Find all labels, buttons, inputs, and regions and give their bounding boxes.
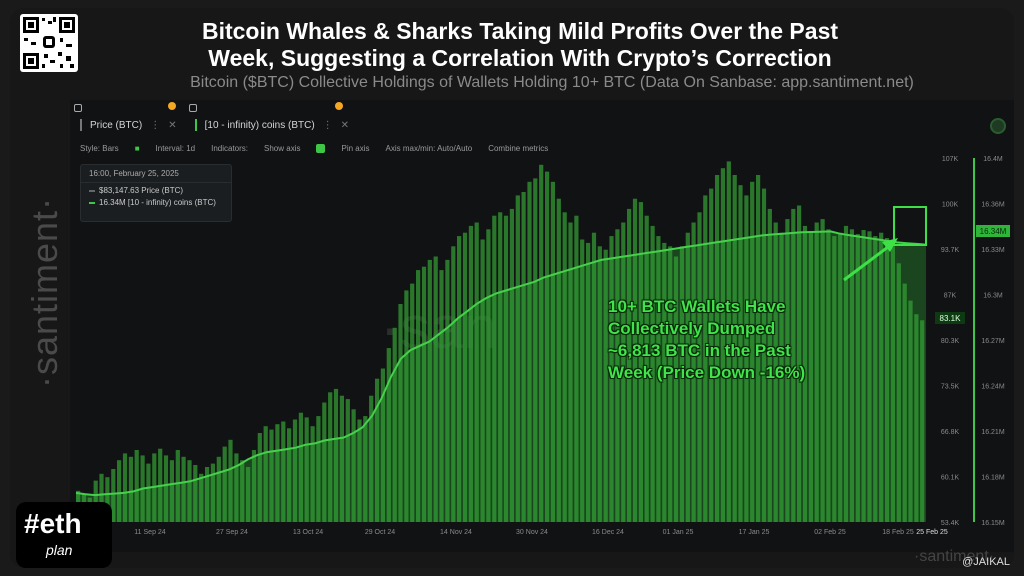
title-line-2: Week, Suggesting a Correlation With Cryp… — [208, 45, 832, 71]
more-vertical-icon[interactable]: ⋮ — [322, 119, 333, 131]
metric-tabs: Price (BTC) ⋮ ✕ [10 - infinity) coins (B… — [74, 102, 350, 138]
show-axis-checkbox[interactable] — [316, 144, 326, 153]
price-series-swatch — [80, 119, 82, 131]
ethplan-logo: #eth plan — [16, 502, 112, 568]
chart-subtitle: Bitcoin ($BTC) Collective Holdings of Wa… — [190, 74, 914, 91]
holdings-series-swatch — [194, 119, 197, 131]
main-frame: Bitcoin Whales & Sharks Taking Mild Prof… — [10, 8, 1014, 568]
metric-tab-price[interactable]: Price (BTC) ⋮ ✕ — [74, 102, 177, 138]
annotation-text: 10+ BTC Wallets Have Collectively Dumped… — [608, 296, 908, 384]
title-line-1: Bitcoin Whales & Sharks Taking Mild Prof… — [201, 18, 839, 44]
tooltip-price-swatch — [89, 189, 95, 192]
interval-selector[interactable]: Interval: 1d — [155, 144, 196, 153]
logo-line-1: #eth — [24, 508, 82, 539]
chart-toolbar: Style: Bars ■ Interval: 1d Indicators: S… — [80, 144, 548, 153]
close-icon[interactable]: ✕ — [340, 119, 350, 131]
indicators-selector[interactable]: Indicators: — [211, 144, 249, 153]
pin-axis-toggle[interactable]: Pin axis — [341, 144, 370, 153]
settings-dot-icon[interactable] — [990, 118, 1006, 134]
annotation-line-3: ~6,813 BTC in the Past — [608, 341, 791, 360]
qr-code-icon — [23, 17, 75, 69]
tooltip-date: 16:00, February 25, 2025 — [81, 165, 231, 183]
metric-tab-price-label: Price (BTC) — [90, 119, 143, 131]
santiment-side-watermark: ·santiment· — [24, 196, 65, 388]
chart-title: Bitcoin Whales & Sharks Taking Mild Prof… — [130, 18, 910, 72]
metric-tab-holdings-label: [10 - infinity) coins (BTC) — [204, 119, 315, 131]
close-icon[interactable]: ✕ — [168, 119, 177, 131]
bitcoin-badge-icon — [334, 102, 343, 110]
annotation-line-4: Week (Price Down -16%) — [608, 363, 806, 382]
style-selector[interactable]: Style: Bars — [80, 144, 119, 153]
lock-icon[interactable] — [188, 104, 197, 112]
tooltip-holdings-swatch — [89, 201, 95, 204]
tooltip-row-holdings: 16.34M [10 - infinity) coins (BTC) — [81, 195, 231, 207]
lock-icon[interactable] — [74, 104, 82, 112]
annotation-line-2: Collectively Dumped — [608, 319, 776, 338]
hover-tooltip: 16:00, February 25, 2025 $83,147.63 Pric… — [80, 164, 232, 222]
color-swatch-icon[interactable]: ■ — [134, 144, 140, 153]
logo-line-2: plan — [46, 542, 73, 558]
metric-tab-holdings[interactable]: [10 - infinity) coins (BTC) ⋮ ✕ — [188, 102, 350, 138]
show-axis-label: Show axis — [264, 144, 301, 153]
author-handle: @JAIKAL — [962, 556, 1010, 568]
tooltip-holdings-value: 16.34M [10 - infinity) coins (BTC) — [99, 198, 216, 207]
tooltip-row-price: $83,147.63 Price (BTC) — [81, 183, 231, 195]
tooltip-price-value: $83,147.63 Price (BTC) — [99, 186, 184, 195]
qr-code — [20, 14, 78, 72]
annotation-line-1: 10+ BTC Wallets Have — [608, 297, 786, 316]
more-vertical-icon[interactable]: ⋮ — [150, 119, 161, 131]
combine-metrics-button[interactable]: Combine metrics — [488, 144, 549, 153]
bitcoin-badge-icon — [168, 102, 176, 110]
axis-minmax-selector[interactable]: Axis max/min: Auto/Auto — [385, 144, 473, 153]
